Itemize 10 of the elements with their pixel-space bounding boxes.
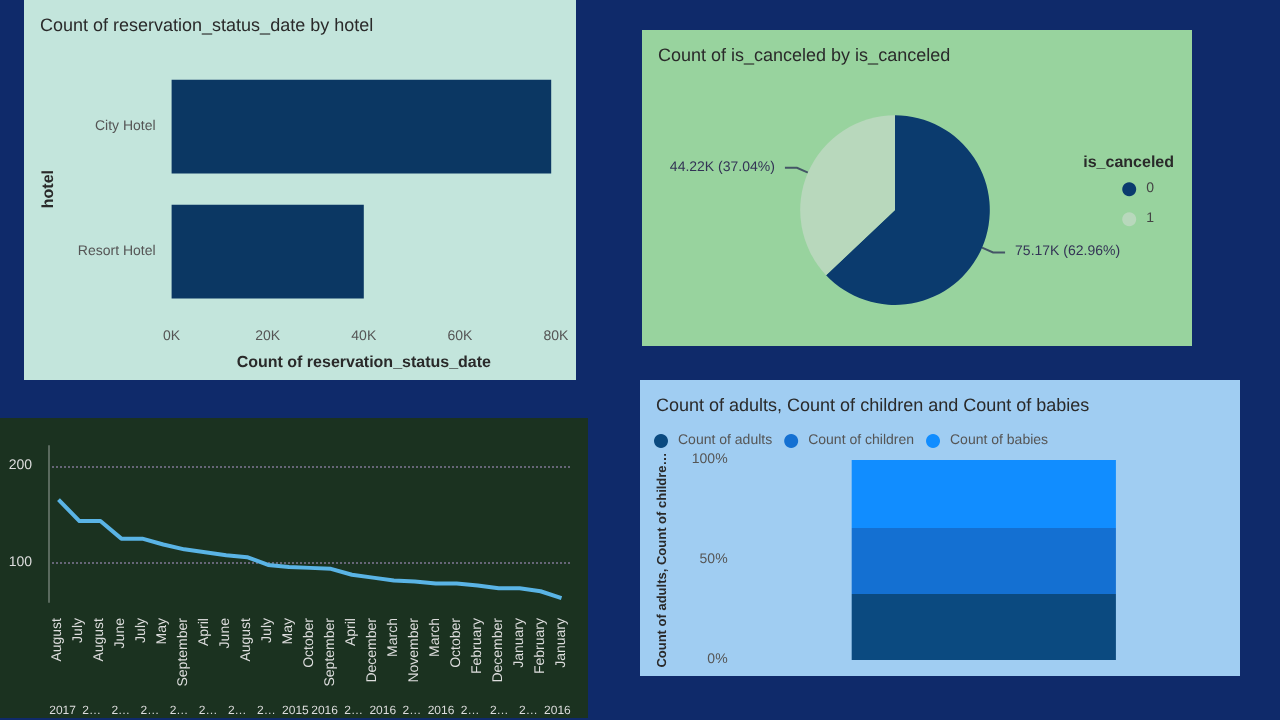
x-axis-title: Count of reservation_status_date [236, 353, 493, 371]
y-axis-title: hotel [39, 169, 57, 209]
bar [851, 594, 1116, 660]
chart-title: Count of adults, Count of children and Count of babies [656, 395, 1091, 415]
chart-title: Count of is_canceled by is_canceled [658, 45, 951, 65]
line-series [56, 497, 564, 601]
legend-title: is_canceled [1083, 152, 1175, 171]
chart-title: Count of reservation_status_date by hotel [40, 15, 374, 35]
bar [851, 528, 1116, 594]
bar [851, 460, 1116, 528]
